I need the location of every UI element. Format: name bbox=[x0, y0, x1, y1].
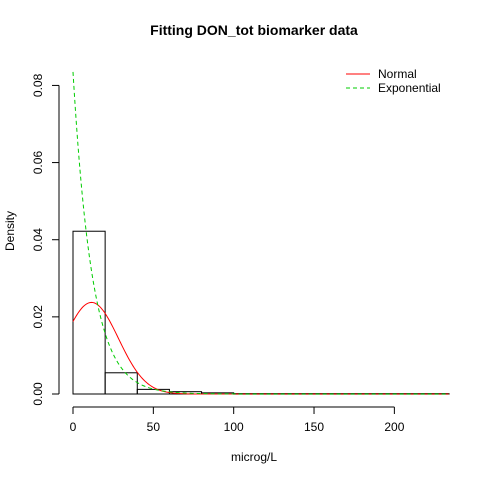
y-tick-label-3: 0.06 bbox=[31, 151, 45, 175]
x-tick-label-50: 50 bbox=[147, 420, 161, 434]
normal-fit-line bbox=[72, 301, 449, 395]
y-tick-label-4: 0.08 bbox=[31, 73, 45, 97]
x-tick-label-0: 0 bbox=[70, 420, 77, 434]
y-tick-label-2: 0.04 bbox=[31, 228, 45, 252]
legend-label-exponential: Exponential bbox=[378, 81, 441, 95]
x-axis: 0 50 100 150 200 bbox=[70, 406, 405, 434]
y-axis: 0.00 0.02 0.04 0.06 0.08 bbox=[31, 73, 60, 406]
x-axis-label: microg/L bbox=[231, 450, 277, 464]
legend-label-normal: Normal bbox=[378, 67, 417, 81]
x-tick-label-150: 150 bbox=[304, 420, 324, 434]
y-tick-label-1: 0.02 bbox=[31, 305, 45, 329]
y-tick-label-0: 0.00 bbox=[31, 382, 45, 406]
x-tick-label-100: 100 bbox=[224, 420, 244, 434]
chart-title: Fitting DON_tot biomarker data bbox=[150, 22, 358, 38]
histogram-bars bbox=[72, 230, 450, 395]
x-tick-label-200: 200 bbox=[384, 420, 404, 434]
exponential-fit-line bbox=[72, 71, 449, 395]
y-axis-label: Density bbox=[3, 211, 17, 251]
histogram-bar-2 bbox=[104, 372, 138, 395]
fit-curves bbox=[72, 71, 449, 395]
